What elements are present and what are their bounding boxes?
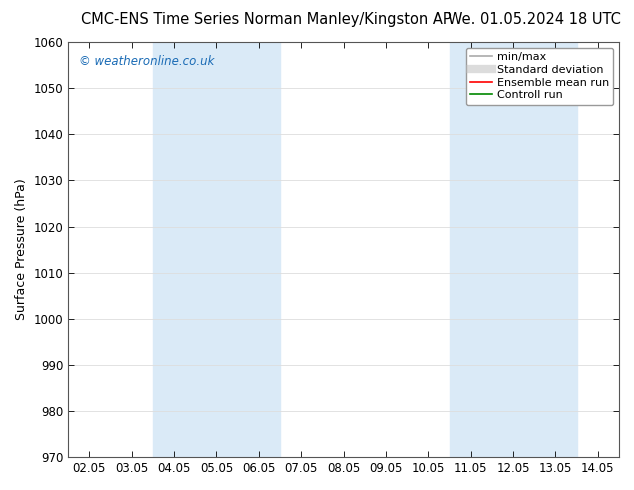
- Bar: [153, 42, 280, 457]
- Text: CMC-ENS Time Series Norman Manley/Kingston AP: CMC-ENS Time Series Norman Manley/Kingst…: [81, 12, 451, 27]
- Bar: [450, 42, 577, 457]
- Y-axis label: Surface Pressure (hPa): Surface Pressure (hPa): [15, 179, 28, 320]
- Text: © weatheronline.co.uk: © weatheronline.co.uk: [79, 54, 214, 68]
- Text: We. 01.05.2024 18 UTC: We. 01.05.2024 18 UTC: [448, 12, 621, 27]
- Legend: min/max, Standard deviation, Ensemble mean run, Controll run: min/max, Standard deviation, Ensemble me…: [465, 48, 614, 105]
